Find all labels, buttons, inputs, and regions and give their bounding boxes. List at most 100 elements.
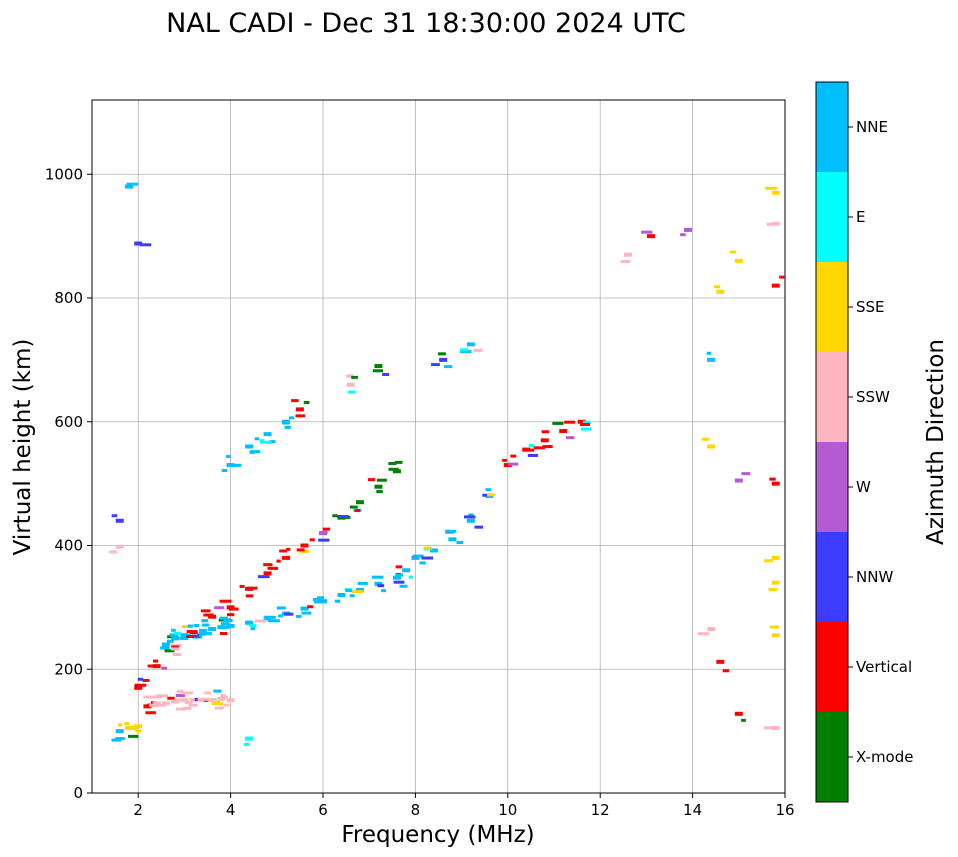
echo-point bbox=[439, 357, 448, 362]
x-tick-label: 14 bbox=[683, 801, 702, 819]
echo-point bbox=[295, 414, 306, 418]
echo-point bbox=[194, 697, 200, 701]
echo-point bbox=[148, 703, 159, 707]
echo-point bbox=[374, 581, 383, 586]
echo-point bbox=[124, 722, 130, 726]
echo-point bbox=[295, 407, 304, 412]
echo-point bbox=[246, 620, 251, 624]
echo-point bbox=[456, 541, 464, 545]
x-tick-label: 6 bbox=[318, 801, 328, 819]
echo-point bbox=[357, 581, 368, 585]
echo-point bbox=[191, 634, 200, 638]
colorbar-swatch-vertical bbox=[816, 622, 848, 712]
echo-point bbox=[523, 448, 535, 452]
x-tick-label: 4 bbox=[226, 801, 236, 819]
echo-point bbox=[219, 599, 232, 603]
echo-point bbox=[259, 439, 265, 443]
echo-point bbox=[200, 609, 211, 613]
colorbar-swatch-nne bbox=[816, 82, 848, 172]
echo-point bbox=[173, 631, 181, 635]
echo-point bbox=[376, 478, 387, 482]
echo-point bbox=[392, 469, 401, 474]
echo-point bbox=[714, 285, 721, 289]
echo-point bbox=[741, 472, 751, 476]
echo-point bbox=[214, 606, 225, 610]
echo-point bbox=[318, 538, 330, 542]
colorbar-frame bbox=[815, 81, 849, 803]
echo-point bbox=[133, 727, 138, 731]
echo-point bbox=[429, 548, 438, 553]
echo-point bbox=[153, 659, 159, 663]
echo-point bbox=[188, 703, 198, 707]
echo-point bbox=[260, 440, 272, 444]
echo-point bbox=[157, 703, 167, 707]
colorbar-swatch-e bbox=[816, 172, 848, 262]
echo-point bbox=[134, 724, 143, 729]
echo-point bbox=[528, 444, 535, 448]
echo-point bbox=[175, 698, 180, 702]
colorbar: X-mode Vertical NNW W SSW SSE E NNE bbox=[815, 81, 913, 803]
echo-point bbox=[180, 633, 189, 638]
echo-point bbox=[254, 619, 267, 623]
echo-point bbox=[226, 605, 235, 610]
echo-point bbox=[109, 550, 118, 554]
echo-point bbox=[286, 547, 291, 551]
echo-point bbox=[393, 580, 405, 584]
echo-point bbox=[217, 696, 226, 701]
echo-point bbox=[316, 596, 325, 600]
echo-point bbox=[487, 493, 496, 497]
echo-point bbox=[181, 625, 193, 629]
echo-point bbox=[117, 723, 123, 727]
echo-point bbox=[473, 348, 483, 352]
echo-point bbox=[382, 372, 390, 376]
echo-point bbox=[152, 701, 161, 706]
echo-point bbox=[346, 382, 355, 387]
echo-point bbox=[220, 622, 230, 626]
echo-point bbox=[332, 514, 338, 518]
echo-point bbox=[267, 566, 279, 570]
echo-point bbox=[223, 703, 230, 707]
echo-point bbox=[134, 241, 143, 246]
echo-point bbox=[300, 543, 309, 548]
chart-title: NAL CADI - Dec 31 18:30:00 2024 UTC bbox=[166, 8, 686, 39]
echo-point bbox=[284, 425, 291, 429]
echo-point bbox=[263, 432, 272, 437]
echo-point bbox=[126, 182, 139, 186]
echo-point bbox=[156, 694, 168, 698]
colorbar-swatch-ssw bbox=[816, 352, 848, 442]
echo-point bbox=[268, 619, 280, 623]
colorbar-label-w: W bbox=[856, 478, 871, 496]
colorbar-label-e: E bbox=[856, 208, 865, 226]
echo-point bbox=[395, 460, 403, 464]
echo-point bbox=[564, 420, 576, 424]
echo-point bbox=[197, 632, 205, 636]
echo-point bbox=[223, 618, 233, 622]
echo-point bbox=[565, 436, 575, 440]
echo-point bbox=[763, 559, 774, 563]
echo-point bbox=[214, 706, 224, 710]
echo-trace bbox=[159, 419, 592, 650]
echo-point bbox=[282, 555, 291, 560]
y-axis-label: Virtual height (km) bbox=[10, 339, 36, 556]
echo-point bbox=[769, 625, 779, 629]
echo-point bbox=[683, 227, 692, 232]
colorbar-swatch-nnw bbox=[816, 532, 848, 622]
echo-point bbox=[189, 630, 198, 635]
echo-point bbox=[263, 571, 272, 576]
echo-point bbox=[219, 616, 228, 620]
echo-point bbox=[182, 691, 193, 695]
x-axis-label: Frequency (MHz) bbox=[341, 822, 534, 848]
echo-point bbox=[143, 695, 155, 699]
echo-point bbox=[296, 614, 302, 618]
echo-point bbox=[208, 627, 217, 632]
echo-point bbox=[701, 437, 710, 441]
echo-point bbox=[263, 563, 273, 567]
echo-point bbox=[269, 440, 276, 444]
echo-point bbox=[510, 454, 517, 458]
echo-point bbox=[221, 469, 228, 473]
echo-point bbox=[641, 230, 653, 234]
echo-point bbox=[176, 689, 184, 693]
echo-point bbox=[203, 613, 214, 617]
echo-point bbox=[161, 701, 170, 706]
echo-point bbox=[716, 289, 725, 294]
